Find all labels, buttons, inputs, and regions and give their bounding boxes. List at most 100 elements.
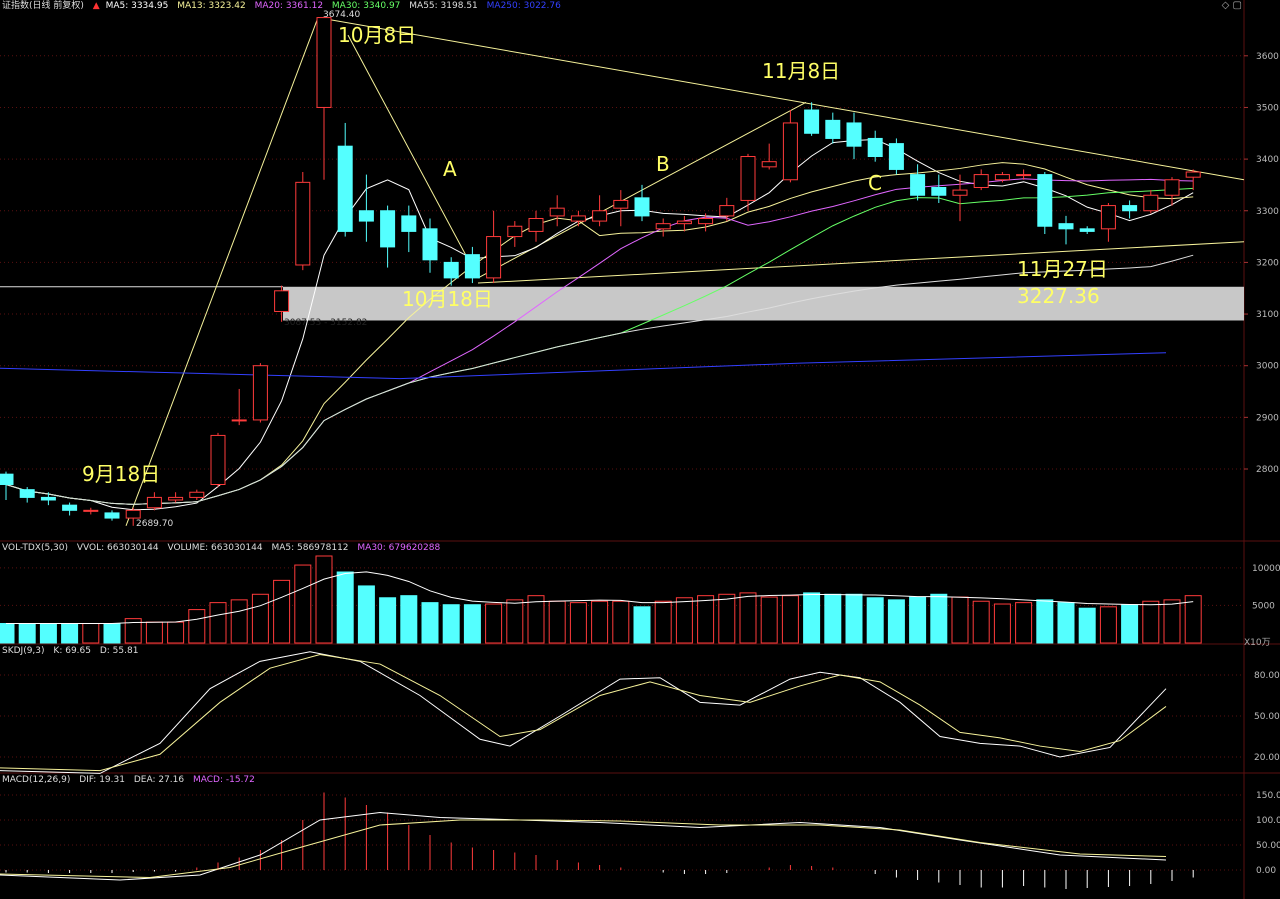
price-tick-label: 2800 (1256, 465, 1279, 475)
volume-header: VOL-TDX(5,30) VVOL: 663030144 VOLUME: 66… (2, 542, 446, 554)
ma20-line (5, 178, 1194, 505)
ma55-line (5, 254, 1194, 505)
annotation-oct8: 10月8日 (338, 23, 417, 47)
price-tick-label: 3500 (1256, 103, 1279, 113)
volume-bar (612, 600, 630, 644)
volume-bar (1036, 599, 1054, 644)
candle-body (210, 434, 226, 485)
volume-bar (675, 597, 693, 644)
candle-body (1016, 174, 1032, 177)
volume-ma5-line (6, 571, 1194, 625)
candle-body (825, 119, 841, 139)
volume-bar (569, 602, 587, 644)
annotation-oct18: 10月18日 (402, 287, 493, 311)
volume-bar (527, 595, 545, 644)
macd-dif-line (0, 811, 1167, 881)
volume-bar (442, 604, 460, 644)
candle-body (1185, 171, 1201, 178)
volume-bar (485, 603, 503, 644)
price-tick-label: 3200 (1256, 258, 1279, 268)
candle-body (549, 207, 565, 217)
macd-tick-label: 0.00 (1256, 866, 1276, 876)
kdj-name: SKDJ(9,3) (2, 646, 45, 656)
ma5-line (5, 138, 1194, 511)
candle-body (1143, 194, 1159, 212)
candle-body (295, 181, 311, 266)
candle-body (952, 189, 968, 196)
candle-body (104, 512, 120, 519)
ma13-legend: MA13: 3323.42 (177, 1, 246, 11)
candle-body (804, 109, 820, 134)
volume-bar (39, 623, 57, 644)
volume-bar (421, 602, 439, 644)
kdj-tick-label: 20.00 (1254, 753, 1280, 763)
candle-body (40, 496, 56, 501)
volume-bar (760, 596, 778, 644)
up-arrow-icon: ▲ (92, 1, 100, 11)
kdj-tick-label: 50.00 (1254, 712, 1280, 722)
annotation-nov27: 11月27日 (1017, 257, 1108, 281)
support-band (283, 286, 1244, 321)
annotation-nov27-value: 3227.36 (1017, 284, 1100, 308)
volume-bar (993, 603, 1011, 644)
volume-tick-label: 5000 (1252, 601, 1275, 611)
annotation-b: B (656, 152, 670, 176)
kdj-tick-label: 80.00 (1254, 671, 1280, 681)
kdj-k: K: 69.65 (53, 646, 91, 656)
vol-vvol: VVOL: 663030144 (76, 543, 159, 553)
annotation-nov8: 11月8日 (762, 59, 841, 83)
macd-dea: DEA: 27.16 (133, 775, 185, 785)
candle-body (19, 489, 35, 498)
macd-tick-label: 50.00 (1256, 841, 1280, 851)
volume-bar (718, 593, 736, 644)
macd-tick-label: 100.00 (1256, 816, 1280, 826)
candle-body (62, 504, 78, 511)
price-tick-label: 3300 (1256, 207, 1279, 217)
candle-body (401, 215, 417, 232)
volume-bar (294, 564, 312, 644)
candle-body (231, 419, 247, 422)
candle-body (613, 199, 629, 209)
vol-volume: VOLUME: 663030144 (167, 543, 263, 553)
volume-bar (0, 623, 15, 644)
volume-bar (887, 599, 905, 644)
annotation-sep18: 9月18日 (82, 462, 161, 486)
window-control-icon[interactable]: ◇ ▢ (1221, 0, 1242, 11)
candle-body (274, 290, 290, 312)
price-tick-label: 3400 (1256, 155, 1279, 165)
volume-bar (909, 596, 927, 644)
price-title: 证指数(日线 前复权) (2, 1, 84, 11)
ma250-line (0, 352, 1167, 380)
volume-bar (654, 600, 672, 644)
volume-bar (1184, 595, 1202, 644)
candle-body (973, 174, 989, 189)
ma5-legend: MA5: 3334.95 (105, 1, 169, 11)
vol-ma30: MA30: 679620288 (357, 543, 441, 553)
candle-body (740, 156, 756, 201)
volume-bar (379, 597, 397, 644)
volume-bar (972, 600, 990, 644)
price-tick-label: 3100 (1256, 310, 1279, 320)
volume-bar (739, 592, 757, 644)
volume-bar (167, 621, 185, 644)
candle-body (994, 174, 1010, 181)
volume-bar (336, 571, 354, 644)
candle-body (252, 365, 268, 421)
volume-bar (1078, 607, 1096, 644)
price-tick-label: 3600 (1256, 52, 1279, 62)
volume-bar (1057, 602, 1075, 644)
candle-body (570, 215, 586, 222)
volume-bar (230, 599, 248, 644)
candle-body (761, 161, 777, 168)
candle-body (1164, 179, 1180, 196)
volume-bar (803, 592, 821, 644)
volume-bar (930, 593, 948, 644)
candle-body (464, 254, 480, 279)
macd-name: MACD(12,26,9) (2, 775, 71, 785)
candle-body (168, 496, 184, 501)
candle-body (443, 261, 459, 279)
candle-body (1100, 205, 1116, 230)
candle-body (316, 17, 332, 108)
volume-bar (61, 623, 79, 644)
